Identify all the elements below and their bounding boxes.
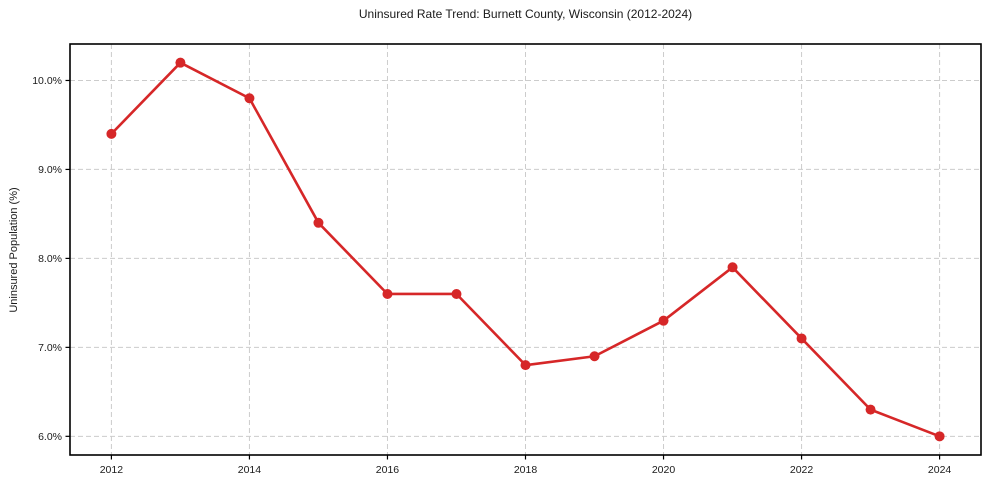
data-point-marker (658, 315, 669, 326)
y-tick-label: 8.0% (38, 253, 62, 265)
data-point-marker (382, 288, 393, 299)
plot-frame (69, 43, 982, 456)
x-tick-label: 2016 (376, 464, 400, 476)
data-point-marker (175, 57, 186, 68)
y-tick-label: 10.0% (32, 75, 62, 87)
x-tick-label: 2014 (238, 464, 262, 476)
data-point-marker (796, 333, 807, 344)
x-tick-label: 2012 (100, 464, 124, 476)
data-point-marker (313, 217, 324, 228)
x-tick-label: 2022 (790, 464, 814, 476)
data-point-marker (451, 288, 462, 299)
x-tick-label: 2018 (514, 464, 538, 476)
data-point-marker (520, 360, 531, 371)
y-tick-label: 9.0% (38, 164, 62, 176)
y-tick-label: 7.0% (38, 342, 62, 354)
data-point-marker (244, 93, 255, 104)
data-point-marker (934, 431, 945, 442)
data-point-marker (727, 262, 738, 273)
data-point-marker (106, 128, 117, 139)
chart-title: Uninsured Rate Trend: Burnett County, Wi… (358, 7, 693, 21)
data-point-marker (865, 404, 876, 415)
y-tick-label: 6.0% (38, 431, 62, 443)
data-point-marker (589, 351, 600, 362)
x-tick-label: 2020 (652, 464, 676, 476)
x-tick-label: 2024 (928, 464, 952, 476)
